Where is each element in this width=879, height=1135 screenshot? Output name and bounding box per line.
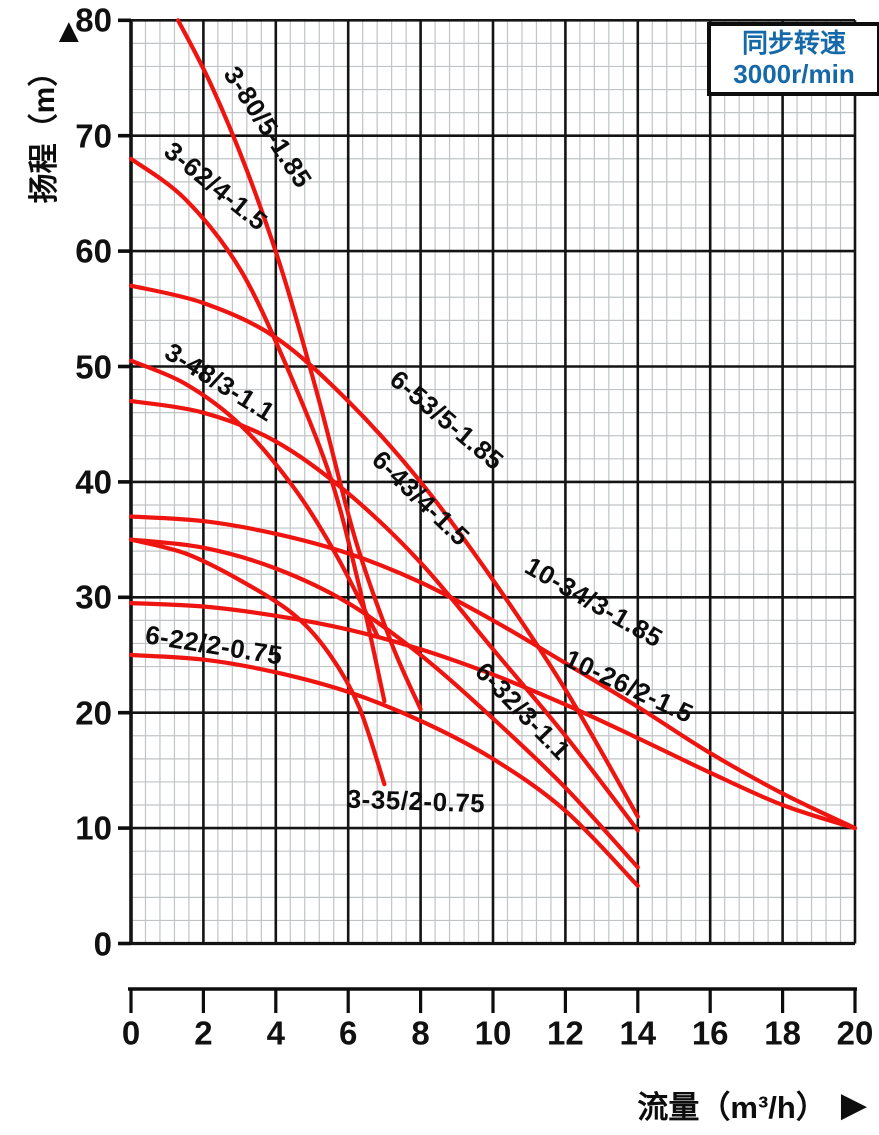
pump-curve-3-62/4-1.5 xyxy=(128,156,387,704)
x-tick-label-4: 4 xyxy=(266,1014,285,1052)
legend-speed-box: 同步转速 3000r/min xyxy=(707,22,879,96)
up-arrow-icon: ▲ xyxy=(52,12,86,50)
right-arrow-icon: ▶ xyxy=(840,1085,867,1124)
x-tick-label-8: 8 xyxy=(411,1014,430,1052)
y-tick-label-80: 80 xyxy=(75,1,112,39)
x-tick-label-16: 16 xyxy=(691,1014,729,1052)
pump-curve-3-48/3-1.1 xyxy=(128,358,380,638)
y-axis-title: 扬程（m） xyxy=(28,56,61,204)
pump-curve-3-80/5-1.85 xyxy=(176,18,423,712)
x-tick-label-10: 10 xyxy=(474,1014,512,1052)
legend-line2: 3000r/min xyxy=(733,59,855,89)
x-tick-label-6: 6 xyxy=(339,1014,358,1052)
x-tick-label-14: 14 xyxy=(619,1014,657,1052)
legend-line1: 同步转速 xyxy=(741,28,846,59)
pump-curve-10-34/3-1.85 xyxy=(128,514,858,831)
y-tick-label-30: 30 xyxy=(75,578,112,616)
y-tick-label-40: 40 xyxy=(75,463,112,501)
x-tick-label-12: 12 xyxy=(547,1014,584,1052)
x-tick-label-0: 0 xyxy=(121,1014,141,1052)
curve-label-3-35/2-0.75: 3-35/2-0.75 xyxy=(346,783,486,819)
y-tick-label-20: 20 xyxy=(75,694,112,732)
x-tick-label-2: 2 xyxy=(194,1014,213,1052)
pump-curve-6-43/4-1.5 xyxy=(128,399,640,833)
y-tick-label-0: 0 xyxy=(93,925,112,962)
pump-curve-6-53/5-1.85 xyxy=(128,283,640,819)
y-tick-label-70: 70 xyxy=(75,117,112,155)
pump-curve-6-22/2-0.75 xyxy=(128,652,640,888)
y-tick-label-50: 50 xyxy=(75,348,112,385)
y-tick-label-10: 10 xyxy=(75,809,112,847)
x-axis-title: 流量（m³/h） xyxy=(637,1090,827,1125)
pump-curve-3-35/2-0.75 xyxy=(128,537,387,787)
pump-curve-10-26/2-1.5 xyxy=(128,601,858,831)
y-tick-label-60: 60 xyxy=(75,232,112,270)
x-tick-label-20: 20 xyxy=(836,1014,874,1052)
x-axis-title-group: 流量（m³/h） ▶ xyxy=(637,1082,867,1127)
pump-curve-6-32/3-1.1 xyxy=(128,537,640,870)
x-tick-label-18: 18 xyxy=(764,1014,801,1052)
